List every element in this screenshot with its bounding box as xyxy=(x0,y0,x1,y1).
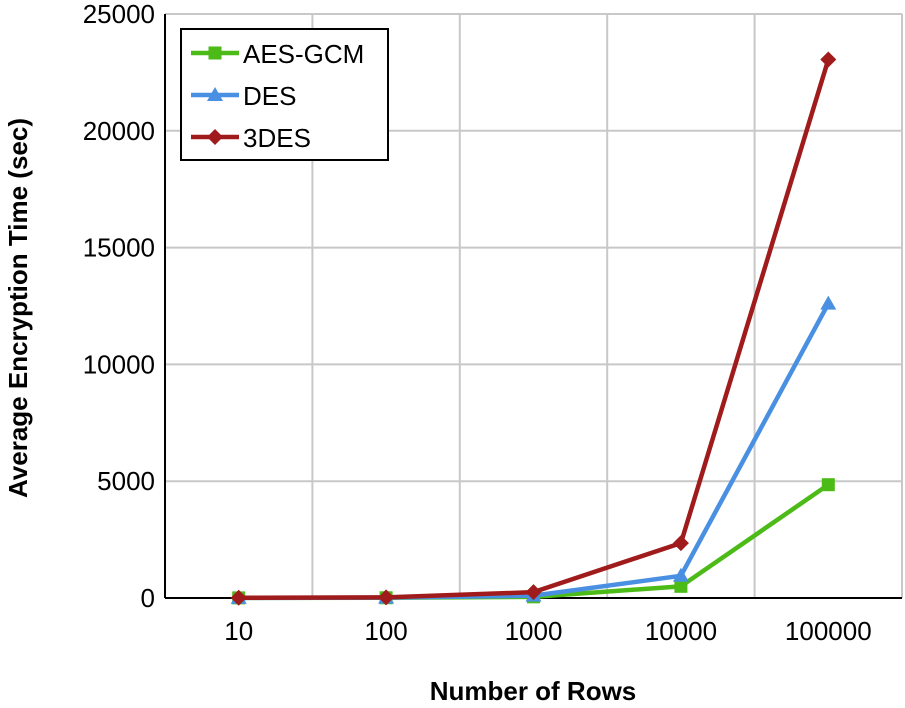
data-point-3des xyxy=(672,535,689,552)
series-des xyxy=(230,295,837,604)
x-tick-label: 10 xyxy=(224,616,253,646)
legend: AES-GCM DES 3DES xyxy=(180,28,389,161)
data-point-3des xyxy=(525,584,542,601)
y-tick-label: 5000 xyxy=(97,466,155,496)
series-3des xyxy=(230,51,837,606)
x-tick-label: 100000 xyxy=(785,616,872,646)
data-point-des xyxy=(820,295,837,310)
legend-marker-des xyxy=(207,87,223,101)
y-tick-label: 0 xyxy=(141,583,155,613)
x-axis-title: Number of Rows xyxy=(430,676,637,706)
x-tick-label: 100 xyxy=(364,616,407,646)
y-tick-label: 25000 xyxy=(83,0,155,29)
y-tick-label: 20000 xyxy=(83,116,155,146)
data-point-des xyxy=(672,567,689,582)
y-tick-label: 10000 xyxy=(83,349,155,379)
legend-marker-aes-gcm xyxy=(208,46,222,60)
legend-label-des: DES xyxy=(243,81,296,111)
y-tick-label: 15000 xyxy=(83,233,155,263)
data-point-3des xyxy=(378,589,395,606)
data-point-aes-gcm xyxy=(674,579,688,593)
series-line-aes-gcm xyxy=(238,482,830,601)
y-axis-title: Average Encryption Time (sec) xyxy=(3,118,33,498)
legend-label-aes-gcm: AES-GCM xyxy=(243,39,364,69)
data-point-3des xyxy=(820,51,837,68)
series-layer xyxy=(230,51,837,606)
axis-layer: 0 5000 10000 15000 20000 25000 10 100 1000 10000 1… xyxy=(83,0,902,646)
legend-label-3des: 3DES xyxy=(243,123,311,153)
data-point-3des xyxy=(230,589,247,606)
x-tick-label: 10000 xyxy=(645,616,717,646)
x-tick-label: 1000 xyxy=(505,616,563,646)
data-point-aes-gcm xyxy=(821,478,835,492)
legend-marker-3des xyxy=(207,129,223,145)
